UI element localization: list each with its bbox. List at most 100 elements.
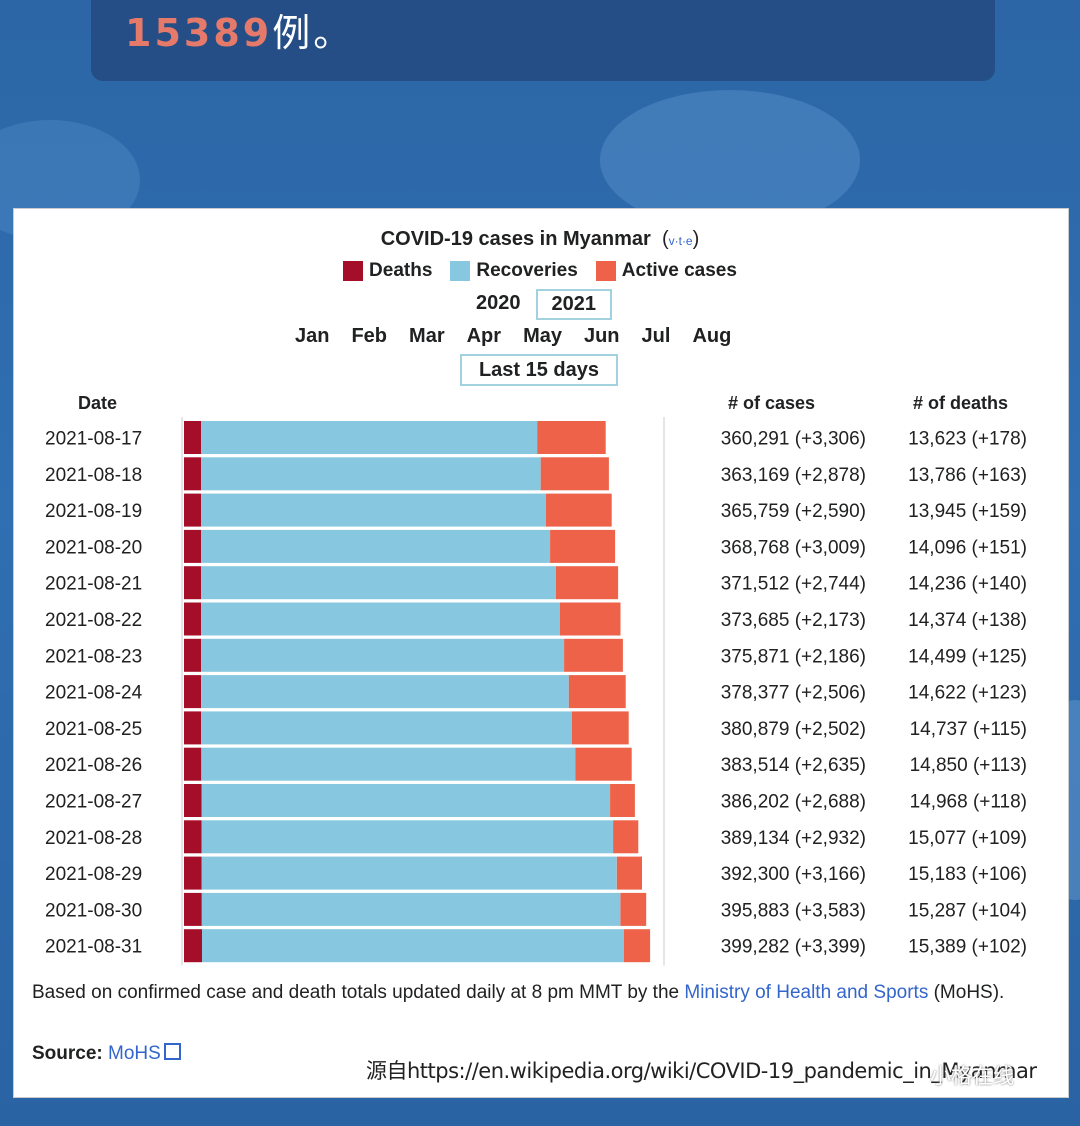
deaths-bar-segment: [184, 747, 202, 781]
recoveries-bar-segment: [201, 892, 621, 926]
active-bar-segment: [568, 675, 626, 709]
active-bar-segment: [537, 421, 606, 454]
row-deaths-label: 14,737 (+115): [910, 719, 1027, 740]
source-line: Source: MoHS: [32, 1042, 181, 1065]
footnote-text: Based on confirmed case and death totals…: [32, 982, 685, 1003]
active-bar-segment: [564, 638, 623, 672]
moh-link[interactable]: Ministry of Health and Sports: [684, 982, 929, 1003]
deaths-bar-segment: [184, 566, 201, 600]
source-link[interactable]: MoHS: [108, 1043, 161, 1064]
row-cases-label: 375,871 (+2,186): [721, 646, 866, 667]
row-date-label: 2021-08-18: [45, 465, 142, 486]
recoveries-bar-segment: [202, 929, 624, 963]
chart-title-row: COVID-19 cases in Myanmar (v·t·e): [0, 228, 1080, 251]
month-feb[interactable]: Feb: [351, 325, 388, 347]
row-date-label: 2021-08-31: [45, 937, 142, 958]
month-selector: Jan Feb Mar Apr May Jun Jul Aug: [295, 325, 753, 348]
row-deaths-label: 14,850 (+113): [910, 755, 1027, 776]
row-date-label: 2021-08-27: [45, 792, 142, 813]
active-bar-segment: [616, 856, 642, 890]
deaths-bar-segment: [184, 529, 201, 563]
month-may[interactable]: May: [523, 325, 562, 347]
month-apr[interactable]: Apr: [466, 325, 502, 347]
headline-banner: [91, 0, 995, 81]
headline-number: 15389: [125, 11, 273, 55]
footnote: Based on confirmed case and death totals…: [32, 977, 1032, 1009]
last-15-days-button[interactable]: Last 15 days: [460, 354, 618, 386]
recoveries-bar-segment: [201, 675, 569, 709]
recoveries-bar-segment: [201, 711, 572, 745]
active-bar-segment: [550, 529, 616, 563]
legend-deaths: Deaths: [343, 260, 432, 282]
deaths-bar-segment: [184, 892, 202, 926]
row-cases-label: 365,759 (+2,590): [721, 501, 866, 522]
active-bar-segment: [555, 566, 619, 600]
active-bar-segment: [610, 784, 635, 817]
headline-text: 15389例。: [125, 2, 354, 57]
row-date-label: 2021-08-25: [45, 719, 142, 740]
legend-recoveries: Recoveries: [450, 260, 578, 282]
month-jun[interactable]: Jun: [583, 325, 620, 347]
row-cases-label: 363,169 (+2,878): [721, 465, 866, 486]
vte-links[interactable]: (v·t·e): [656, 228, 700, 250]
recoveries-bar-segment: [201, 529, 551, 563]
row-cases-label: 360,291 (+3,306): [721, 429, 866, 450]
source-url-watermark: 源自https://en.wikipedia.org/wiki/COVID-19…: [366, 1059, 1037, 1083]
external-link-icon: [163, 1043, 181, 1060]
recoveries-bar-segment: [201, 784, 611, 817]
row-deaths-label: 13,623 (+178): [908, 429, 1027, 450]
row-deaths-label: 15,077 (+109): [908, 828, 1027, 849]
deaths-bar-segment: [184, 820, 202, 854]
deaths-bar-segment: [184, 638, 201, 672]
row-deaths-label: 14,374 (+138): [908, 610, 1027, 631]
recoveries-bar-segment: [201, 638, 565, 672]
chart-title: COVID-19 cases in Myanmar: [380, 228, 651, 250]
active-bar-segment: [620, 892, 647, 926]
deaths-bar-segment: [184, 675, 202, 709]
row-date-label: 2021-08-28: [45, 828, 142, 849]
recoveries-bar-segment: [201, 493, 546, 527]
row-deaths-label: 13,945 (+159): [908, 501, 1027, 522]
recoveries-bar-segment: [201, 747, 576, 781]
active-bar-segment: [575, 747, 632, 781]
deaths-bar-segment: [184, 929, 202, 963]
month-aug[interactable]: Aug: [692, 325, 732, 347]
row-cases-label: 371,512 (+2,744): [721, 574, 866, 595]
month-jul[interactable]: Jul: [641, 325, 671, 347]
year-2020-button[interactable]: 2020: [476, 292, 521, 314]
row-cases-label: 389,134 (+2,932): [721, 828, 866, 849]
row-cases-label: 383,514 (+2,635): [721, 755, 866, 776]
recoveries-bar-segment: [201, 602, 560, 636]
cases-column-header: # of cases: [728, 393, 816, 413]
row-deaths-label: 15,287 (+104): [908, 900, 1027, 921]
row-deaths-label: 15,183 (+106): [908, 864, 1027, 885]
recoveries-bar-segment: [201, 856, 617, 890]
year-2021-button[interactable]: 2021: [535, 289, 612, 320]
deaths-bar-segment: [184, 493, 201, 527]
row-date-label: 2021-08-17: [45, 429, 142, 450]
active-swatch: [595, 261, 616, 281]
date-column-header: Date: [78, 393, 118, 413]
active-bar-segment: [540, 457, 609, 491]
row-cases-label: 392,300 (+3,166): [721, 864, 866, 885]
month-mar[interactable]: Mar: [409, 325, 445, 347]
recoveries-bar-segment: [201, 820, 614, 854]
deaths-swatch: [343, 261, 364, 281]
recoveries-bar-segment: [201, 421, 538, 454]
row-cases-label: 373,685 (+2,173): [721, 610, 866, 631]
footnote-tail: (MoHS).: [928, 982, 1005, 1003]
active-bar-segment: [546, 493, 612, 527]
row-deaths-label: 14,499 (+125): [908, 646, 1027, 667]
row-deaths-label: 14,968 (+118): [910, 792, 1027, 813]
active-bar-segment: [571, 711, 629, 745]
deaths-bar-segment: [184, 602, 201, 636]
month-jan[interactable]: Jan: [295, 325, 330, 347]
chart-legend: Deaths Recoveries Active cases: [0, 260, 1080, 282]
row-date-label: 2021-08-21: [45, 574, 142, 595]
deaths-column-header: # of deaths: [913, 393, 1009, 413]
recoveries-bar-segment: [201, 457, 541, 491]
row-cases-label: 399,282 (+3,399): [721, 937, 866, 958]
legend-active: Active cases: [595, 260, 737, 282]
row-date-label: 2021-08-20: [45, 537, 142, 558]
